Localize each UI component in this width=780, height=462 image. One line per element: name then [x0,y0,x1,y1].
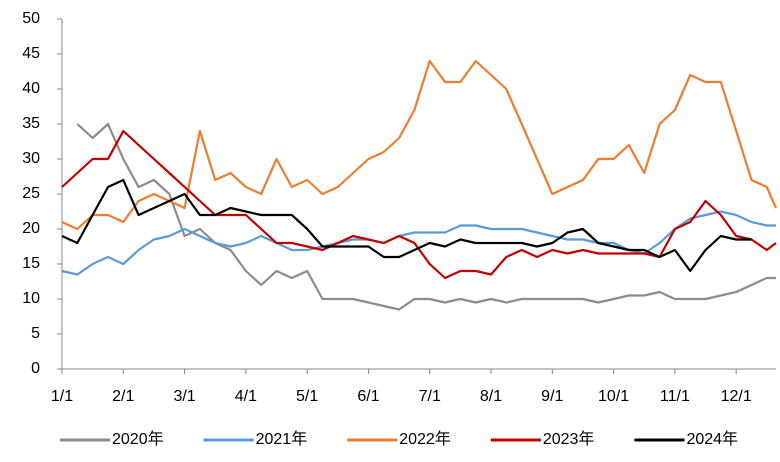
x-tick-label: 6/1 [357,388,379,405]
x-tick-label: 1/1 [51,388,73,405]
y-tick-label: 40 [22,80,40,97]
x-tick-label: 5/1 [296,388,318,405]
series-line [76,122,776,311]
y-tick-label: 0 [31,360,40,377]
y-tick-label: 5 [31,325,40,342]
y-tick-label: 50 [22,10,40,27]
x-tick-label: 9/1 [541,388,563,405]
x-tick-label: 7/1 [419,388,441,405]
x-tick-label: 12/1 [721,388,752,405]
x-tick-label: 2/1 [112,388,134,405]
y-tick-label: 45 [22,45,40,62]
y-tick-label: 10 [22,290,40,307]
series-line [61,129,777,280]
series-line [61,178,752,273]
y-tick-label: 30 [22,150,40,167]
y-tick-label: 35 [22,115,40,132]
x-tick-label: 10/1 [598,388,629,405]
y-tick-label: 15 [22,255,40,272]
legend-label: 2020年 [112,430,164,448]
x-tick-label: 11/1 [660,388,690,405]
legend-label: 2024年 [686,430,738,448]
legend-label: 2023年 [543,430,595,448]
x-tick-label: 8/1 [480,388,502,405]
x-tick-label: 3/1 [173,388,195,405]
legend-label: 2022年 [399,430,451,448]
legend-label: 2021年 [256,430,308,448]
y-tick-label: 25 [22,185,40,202]
y-tick-label: 20 [22,220,40,237]
series-line [61,59,778,231]
x-tick-label: 4/1 [235,388,257,405]
series-line [61,210,776,276]
